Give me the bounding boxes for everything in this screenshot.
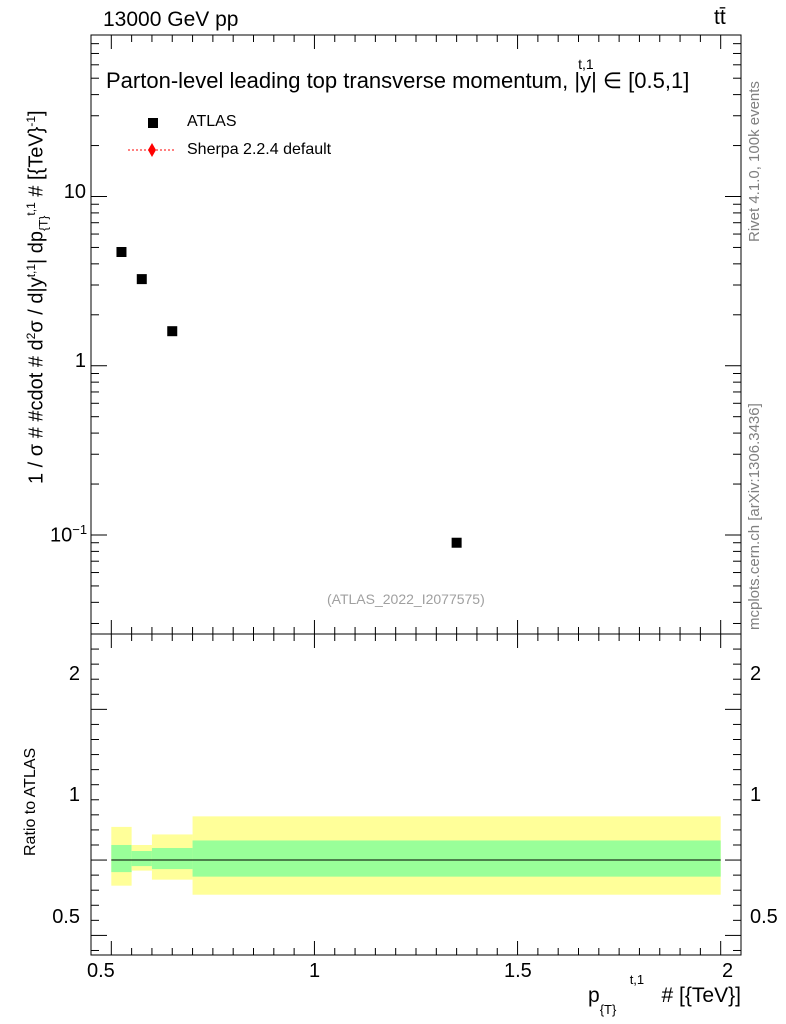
stat-uncertainty-band-2	[151, 848, 193, 870]
ylabel-sub-3: {T}	[36, 215, 51, 231]
main-ytick-label-0.1: 10−1	[50, 522, 87, 548]
process-label: tt̄	[714, 6, 726, 29]
xtick-label-0.5: 0.5	[87, 960, 115, 982]
mcplots-label: mcplots.cern.ch [arXiv:1306.3436]	[746, 403, 763, 630]
rivet-version-label: Rivet 4.1.0, 100k events	[746, 81, 763, 242]
main-ytick-label-10: 10	[63, 181, 86, 203]
ylabel-sup-3: t,1	[24, 202, 38, 216]
ratio-y-axis-label: Ratio to ATLAS	[22, 747, 39, 856]
ylabel-sup-4: -1	[24, 115, 38, 127]
stat-uncertainty-band-3	[192, 840, 721, 877]
atlas-point-1	[136, 274, 147, 285]
atlas-point-3	[451, 537, 462, 548]
title-y-letter: y	[580, 68, 592, 93]
energy-label: 13000 GeV pp	[103, 8, 239, 31]
ylabel-part-2: σ / d|y	[25, 277, 48, 333]
legend-marker-atlas	[148, 118, 158, 128]
atlas-data-points	[116, 246, 462, 548]
xlabel-p: p	[588, 984, 600, 1007]
atlas-point-0	[116, 246, 127, 257]
ylabel-sup-1: 2	[24, 332, 38, 340]
ylabel-part-3: | dp	[25, 230, 48, 264]
ylabel-part-5: ]	[25, 110, 48, 116]
ratio-ytick-label-0.5-right: 0.5	[750, 906, 778, 928]
atlas-point-2	[167, 326, 178, 337]
ytick-exponent: −1	[72, 522, 88, 537]
ratio-ytick-label-1-right: 1	[750, 784, 762, 806]
ylabel-sup-2: t,1	[24, 263, 38, 278]
ratio-panel-frame	[90, 633, 742, 956]
ratio-ytick-label-2-right: 2	[750, 663, 762, 685]
ratio-ytick-label-0.5-left: 0.5	[52, 906, 80, 928]
axis-ticks	[90, 34, 742, 955]
plot-title: Parton-level leading top transverse mome…	[106, 56, 690, 94]
xtick-label-1.5: 1.5	[504, 960, 532, 982]
legend-markers	[128, 118, 176, 157]
title-y: y t,1	[578, 56, 594, 93]
ratio-bands	[111, 816, 721, 895]
ylabel-part-1: 1 / σ # #cdot # d	[25, 339, 48, 484]
analysis-watermark: (ATLAS_2022_I2077575)	[327, 591, 485, 607]
main-y-axis-label: 1 / σ # #cdot # d2σ / d|yt,1| dp{T}t,1 #…	[24, 110, 51, 484]
title-tail: | ∈ [0.5,1]	[591, 68, 690, 93]
main-ytick-label-1: 1	[74, 350, 86, 372]
xlabel-tail: # [{TeV}]	[655, 984, 741, 1007]
xlabel-scripts: {T} t,1	[600, 972, 656, 1017]
xtick-label-2: 2	[722, 960, 734, 982]
ratio-ytick-label-1-left: 1	[68, 784, 80, 806]
legend-label-sherpa: Sherpa 2.2.4 default	[187, 141, 332, 158]
xtick-label-1: 1	[309, 960, 321, 982]
ytick-base: 10	[50, 524, 73, 547]
ratio-ytick-label-2-left: 2	[68, 663, 80, 685]
legend-label-atlas: ATLAS	[187, 113, 237, 130]
xlabel-subscript: {T}	[599, 1002, 617, 1017]
stat-uncertainty-band-0	[111, 844, 132, 873]
legend-marker-sherpa	[148, 143, 156, 157]
ylabel-part-4: # [{TeV}	[25, 126, 48, 203]
stat-uncertainty-band-1	[131, 851, 152, 867]
x-axis-label: p {T} t,1 # [{TeV}]	[588, 972, 741, 1017]
title-text: Parton-level leading top transverse mome…	[106, 68, 581, 93]
xlabel-superscript: t,1	[629, 972, 645, 987]
title-y-superscript: t,1	[578, 56, 594, 72]
